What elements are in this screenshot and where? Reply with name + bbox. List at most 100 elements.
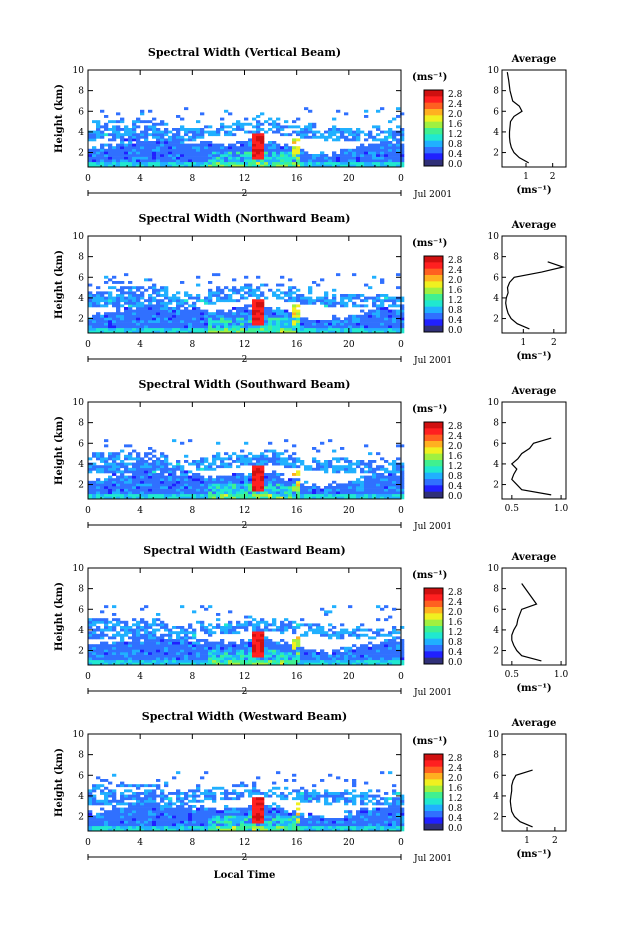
colorbar-swatch — [424, 434, 443, 442]
colorbar-swatch — [424, 811, 443, 818]
average-profile-line — [505, 261, 566, 330]
colorbar-swatch — [424, 300, 443, 308]
colorbar-tick-label: 0.4 — [448, 316, 463, 326]
x-tick-label: 0 — [398, 340, 404, 350]
average-title: Average — [511, 552, 557, 563]
x-tick-label: 12 — [239, 340, 250, 350]
colorbar-swatch — [424, 657, 443, 665]
heatmap-cells — [88, 771, 405, 832]
colorbar-swatch — [424, 472, 443, 480]
colorbar-swatch — [424, 613, 443, 621]
average-frame — [501, 733, 567, 832]
colorbar-swatch — [424, 632, 443, 640]
x-tick-label: 0 — [85, 340, 91, 350]
average-y-tick-label: 4 — [493, 460, 499, 470]
colorbar-tick-label: 2.8 — [448, 588, 463, 598]
chart-title: Spectral Width (Westward Beam) — [142, 710, 347, 723]
x-tick-label: 0 — [85, 506, 91, 516]
panel-5: Spectral Width (Westward Beam)0 4 8 12 16 20 0… — [54, 710, 567, 864]
colorbar-frame — [423, 255, 444, 333]
colorbar-tick-label: 0.4 — [448, 648, 463, 658]
average-x-tick-label: 1 — [524, 836, 530, 846]
panel-3: Spectral Width (Southward Beam)0 4 8 12 16 20… — [54, 378, 568, 532]
colorbar-swatch — [424, 96, 443, 104]
colorbar-tick-label: 0.4 — [448, 150, 463, 160]
chart-title: Spectral Width (Southward Beam) — [138, 378, 350, 391]
average-title: Average — [511, 220, 557, 231]
colorbar-swatch — [424, 441, 443, 448]
panel-4: Spectral Width (Eastward Beam)0 4 8 12 16 20 0… — [54, 544, 568, 698]
colorbar-swatch — [424, 785, 443, 793]
colorbar-swatch — [424, 262, 443, 270]
colorbar-swatch — [424, 153, 443, 161]
colorbar-tick-label: 2.8 — [448, 422, 463, 432]
average-y-tick-label: 4 — [493, 294, 499, 304]
heatmap-cells — [88, 605, 405, 666]
y-tick-label: 10 — [73, 564, 85, 574]
x-tick-label: 0 — [85, 672, 91, 682]
colorbar-tick-label: 0.0 — [448, 326, 463, 336]
average-x-label: (ms⁻¹) — [516, 351, 551, 362]
colorbar-swatch — [424, 466, 443, 474]
y-tick-label: 2 — [78, 481, 84, 491]
colorbar-swatch — [424, 823, 443, 831]
average-y-tick-label: 2 — [493, 647, 499, 657]
heatmap-cells — [88, 273, 405, 334]
colorbar-swatch — [424, 121, 443, 129]
colorbar-tick-label: 1.6 — [448, 618, 463, 628]
colorbar-swatch — [424, 651, 443, 659]
colorbar-swatch — [424, 792, 443, 799]
average-y-tick-label: 8 — [493, 751, 499, 761]
average-y-tick-label: 2 — [493, 149, 499, 159]
y-axis-label: Height (km) — [54, 748, 65, 817]
colorbar-swatch — [424, 281, 443, 289]
colorbar-swatch — [424, 626, 443, 633]
average-profile-line — [510, 437, 552, 496]
colorbar-tick-label: 0.4 — [448, 814, 463, 824]
x-tick-label: 4 — [137, 838, 143, 848]
x-tick-label: 20 — [343, 672, 355, 682]
colorbar-swatch — [424, 115, 443, 123]
x-tick-label: 0 — [398, 506, 404, 516]
average-y-tick-label: 8 — [493, 87, 499, 97]
average-x-tick-label: 1.0 — [554, 670, 569, 680]
y-tick-label: 10 — [73, 66, 85, 76]
colorbar-unit-label: (ms⁻¹) — [412, 238, 447, 249]
y-tick-label: 10 — [73, 398, 85, 408]
colorbar-swatch — [424, 638, 443, 646]
average-title: Average — [511, 718, 557, 729]
colorbar-tick-label: 0.8 — [448, 638, 463, 648]
colorbar-tick-label: 0.0 — [448, 824, 463, 834]
y-tick-label: 4 — [78, 128, 84, 138]
colorbar-swatch — [424, 447, 443, 455]
average-x-tick-label: 1 — [523, 172, 529, 182]
x-tick-label: 20 — [343, 506, 355, 516]
colorbar-tick-label: 2.8 — [448, 256, 463, 266]
y-tick-label: 8 — [78, 253, 84, 263]
average-profile-line — [506, 71, 529, 164]
colorbar-swatch — [424, 766, 443, 774]
colorbar-tick-label: 1.6 — [448, 286, 463, 296]
average-frame — [501, 567, 567, 666]
colorbar-swatch — [424, 306, 443, 314]
x-tick-label: 20 — [343, 340, 355, 350]
colorbar-tick-label: 2.0 — [448, 442, 463, 452]
x-tick-label: 8 — [189, 340, 195, 350]
colorbar-swatch — [424, 491, 443, 499]
x-tick-label: 16 — [291, 672, 303, 682]
y-tick-label: 6 — [78, 771, 84, 781]
average-y-tick-label: 6 — [493, 605, 499, 615]
average-x-tick-label: 0.5 — [505, 670, 520, 680]
average-x-tick-label: 2 — [551, 338, 557, 348]
colorbar-swatch — [424, 428, 443, 436]
date-label: Jul 2001 — [413, 854, 452, 864]
date-label: Jul 2001 — [413, 522, 452, 532]
y-tick-label: 6 — [78, 439, 84, 449]
y-tick-label: 8 — [78, 585, 84, 595]
colorbar-swatch — [424, 645, 443, 652]
colorbar-tick-label: 2.0 — [448, 110, 463, 120]
colorbar-tick-label: 1.2 — [448, 462, 462, 472]
y-tick-label: 2 — [78, 647, 84, 657]
average-x-tick-label: 0.5 — [505, 504, 520, 514]
